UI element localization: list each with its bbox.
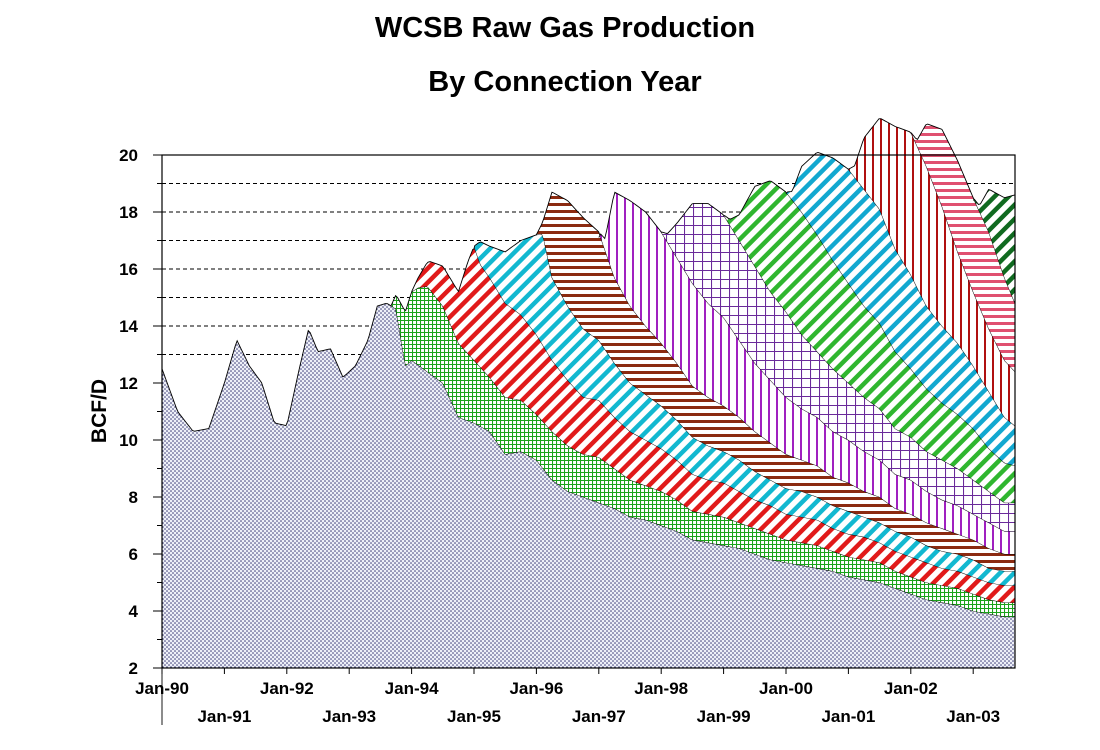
x-tick-label: Jan-90 — [135, 679, 189, 698]
series-top-line-11 — [972, 188, 1016, 205]
y-axis-label: BCF/D — [88, 379, 111, 443]
area-series-10 — [910, 124, 1015, 372]
area-series-7 — [723, 181, 1015, 503]
area-series-8 — [785, 152, 1015, 466]
area-series-4 — [536, 192, 1015, 572]
x-tick-label: Jan-01 — [821, 707, 875, 726]
x-tick-label: Jan-03 — [946, 707, 1000, 726]
chart-subtitle: By Connection Year — [428, 66, 702, 98]
x-tick-label: Jan-92 — [260, 679, 314, 698]
y-tick-label: 10 — [119, 431, 138, 450]
area-series-5 — [598, 192, 1015, 554]
area-series-3 — [474, 233, 1015, 586]
x-tick-label: Jan-99 — [697, 707, 751, 726]
x-tick-label: Jan-98 — [634, 679, 688, 698]
area-series-9 — [848, 118, 1015, 426]
area-series-2 — [411, 248, 1016, 603]
y-tick-label: 20 — [119, 146, 138, 165]
x-tick-label: Jan-97 — [572, 707, 626, 726]
x-tick-label: Jan-02 — [884, 679, 938, 698]
area-series-6 — [661, 203, 1015, 532]
y-tick-label: 18 — [119, 203, 138, 222]
area-series-1 — [391, 286, 1015, 617]
y-tick-label: 2 — [129, 659, 138, 678]
y-tick-label: 8 — [129, 488, 138, 507]
y-tick-label: 14 — [119, 317, 138, 336]
x-tick-label: Jan-00 — [759, 679, 813, 698]
y-tick-label: 12 — [119, 374, 138, 393]
area-layers — [161, 118, 1016, 725]
chart-title: WCSB Raw Gas Production — [374, 12, 756, 44]
area-series-11 — [973, 189, 1015, 304]
x-tick-label: Jan-93 — [322, 707, 376, 726]
x-tick-label: Jan-95 — [447, 707, 501, 726]
y-tick-label: 6 — [129, 545, 138, 564]
area-series-0 — [162, 303, 1015, 725]
x-tick-label: Jan-94 — [385, 679, 439, 698]
axes — [153, 154, 1016, 674]
tick-labels: 2 4 6 8 10 12 14 16 18 20 Jan-90 Jan-92 Jan-94 Jan-96… — [119, 146, 1000, 726]
y-tick-label: 16 — [119, 260, 138, 279]
x-tick-label: Jan-91 — [197, 707, 251, 726]
y-tick-label: 4 — [129, 602, 139, 621]
x-tick-label: Jan-96 — [509, 679, 563, 698]
